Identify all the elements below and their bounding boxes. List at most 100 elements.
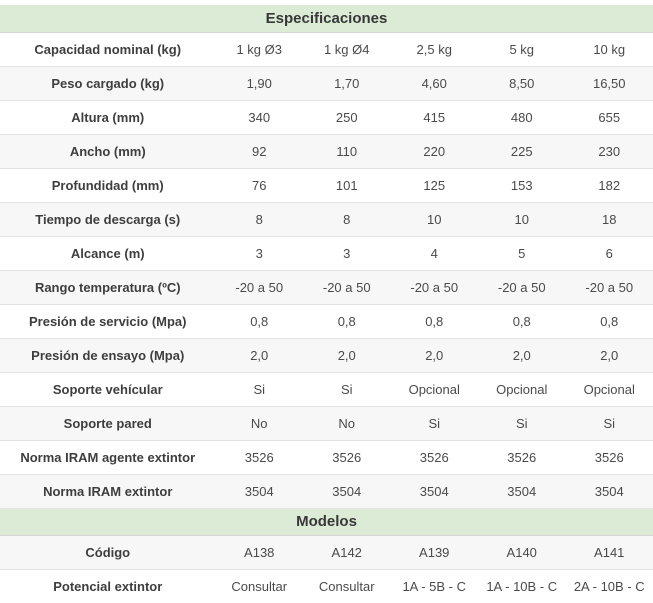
cell-value: 3526 xyxy=(565,440,653,475)
cell-value: 0,8 xyxy=(215,304,303,339)
cell-value: 5 xyxy=(477,236,566,271)
cell-value: 415 xyxy=(390,100,478,135)
cell-value: 3504 xyxy=(302,474,391,509)
cell-value: 4 xyxy=(390,236,478,271)
cell-value: 18 xyxy=(565,202,653,237)
cell-value: 230 xyxy=(565,134,653,169)
cell-value: -20 a 50 xyxy=(477,270,566,305)
section-header-row: Modelos xyxy=(0,508,653,536)
row-label: Potencial extintor xyxy=(0,569,216,603)
cell-value: 0,8 xyxy=(302,304,391,339)
cell-value: 8,50 xyxy=(477,66,566,101)
cell-value: -20 a 50 xyxy=(302,270,391,305)
section-title: Modelos xyxy=(0,508,653,536)
cell-value: 92 xyxy=(215,134,303,169)
cell-value: 1 kg Ø4 xyxy=(302,32,391,67)
cell-value: Opcional xyxy=(565,372,653,407)
cell-value: 8 xyxy=(302,202,391,237)
cell-value: Si xyxy=(477,406,566,441)
cell-value: Consultar xyxy=(302,569,391,603)
row-label: Rango temperatura (ºC) xyxy=(0,270,216,305)
table-row: Soporte pared No No Si Si Si xyxy=(0,406,653,441)
cell-value: 0,8 xyxy=(477,304,566,339)
table-row: Presión de ensayo (Mpa) 2,0 2,0 2,0 2,0 2,0 xyxy=(0,338,653,373)
cell-value: Opcional xyxy=(390,372,478,407)
cell-value: 2,0 xyxy=(215,338,303,373)
cell-value: Si xyxy=(390,406,478,441)
row-label: Peso cargado (kg) xyxy=(0,66,216,101)
row-label: Presión de ensayo (Mpa) xyxy=(0,338,216,373)
row-label: Norma IRAM extintor xyxy=(0,474,216,509)
table-row: Tiempo de descarga (s) 8 8 10 10 18 xyxy=(0,202,653,237)
specifications-table: Especificaciones Capacidad nominal (kg) 1 … xyxy=(0,5,653,603)
cell-value: -20 a 50 xyxy=(215,270,303,305)
cell-value: 3504 xyxy=(565,474,653,509)
cell-value: 655 xyxy=(565,100,653,135)
table-row: Presión de servicio (Mpa) 0,8 0,8 0,8 0,8 0,8 xyxy=(0,304,653,339)
cell-value: 3526 xyxy=(215,440,303,475)
cell-value: 220 xyxy=(390,134,478,169)
cell-value: 2,0 xyxy=(302,338,391,373)
table-row: Alcance (m) 3 3 4 5 6 xyxy=(0,236,653,271)
cell-value: No xyxy=(215,406,303,441)
cell-value: 0,8 xyxy=(565,304,653,339)
row-label: Tiempo de descarga (s) xyxy=(0,202,216,237)
cell-value: 182 xyxy=(565,168,653,203)
cell-value: No xyxy=(302,406,391,441)
cell-value: 4,60 xyxy=(390,66,478,101)
cell-value: 250 xyxy=(302,100,391,135)
cell-value: 1 kg Ø3 xyxy=(215,32,303,67)
cell-value: 3526 xyxy=(477,440,566,475)
cell-value: Si xyxy=(215,372,303,407)
table-row: Profundidad (mm) 76 101 125 153 182 xyxy=(0,168,653,203)
cell-value: 3504 xyxy=(477,474,566,509)
cell-value: 3526 xyxy=(302,440,391,475)
row-label: Soporte pared xyxy=(0,406,216,441)
specifications-table-body: Especificaciones Capacidad nominal (kg) 1 … xyxy=(0,5,653,603)
cell-value: A139 xyxy=(390,535,478,570)
cell-value: 16,50 xyxy=(565,66,653,101)
table-row: Norma IRAM agente extintor 3526 3526 3526 35… xyxy=(0,440,653,475)
cell-value: -20 a 50 xyxy=(565,270,653,305)
table-row: Ancho (mm) 92 110 220 225 230 xyxy=(0,134,653,169)
cell-value: 0,8 xyxy=(390,304,478,339)
row-label: Norma IRAM agente extintor xyxy=(0,440,216,475)
cell-value: 1A - 5B - C xyxy=(390,569,478,603)
section-title: Especificaciones xyxy=(0,5,653,33)
cell-value: Opcional xyxy=(477,372,566,407)
cell-value: 10 xyxy=(477,202,566,237)
row-label: Presión de servicio (Mpa) xyxy=(0,304,216,339)
cell-value: 1,90 xyxy=(215,66,303,101)
cell-value: 3526 xyxy=(390,440,478,475)
row-label: Altura (mm) xyxy=(0,100,216,135)
cell-value: 101 xyxy=(302,168,391,203)
table-row: Rango temperatura (ºC) -20 a 50 -20 a 50 -2… xyxy=(0,270,653,305)
cell-value: 340 xyxy=(215,100,303,135)
table-row: Capacidad nominal (kg) 1 kg Ø3 1 kg Ø4 2,5 … xyxy=(0,32,653,67)
table-row: Soporte vehícular Si Si Opcional Opcional Opc… xyxy=(0,372,653,407)
cell-value: 3504 xyxy=(390,474,478,509)
cell-value: A141 xyxy=(565,535,653,570)
row-label: Capacidad nominal (kg) xyxy=(0,32,216,67)
cell-value: Si xyxy=(565,406,653,441)
row-label: Código xyxy=(0,535,216,570)
cell-value: 125 xyxy=(390,168,478,203)
cell-value: -20 a 50 xyxy=(390,270,478,305)
cell-value: 2,0 xyxy=(565,338,653,373)
row-label: Alcance (m) xyxy=(0,236,216,271)
section-header-row: Especificaciones xyxy=(0,5,653,33)
cell-value: 10 kg xyxy=(565,32,653,67)
cell-value: 153 xyxy=(477,168,566,203)
cell-value: 3504 xyxy=(215,474,303,509)
cell-value: 1A - 10B - C xyxy=(477,569,566,603)
cell-value: 5 kg xyxy=(477,32,566,67)
cell-value: 3 xyxy=(215,236,303,271)
cell-value: 6 xyxy=(565,236,653,271)
cell-value: A138 xyxy=(215,535,303,570)
cell-value: 2A - 10B - C xyxy=(565,569,653,603)
cell-value: A140 xyxy=(477,535,566,570)
row-label: Ancho (mm) xyxy=(0,134,216,169)
cell-value: 3 xyxy=(302,236,391,271)
cell-value: Consultar xyxy=(215,569,303,603)
cell-value: 2,5 kg xyxy=(390,32,478,67)
